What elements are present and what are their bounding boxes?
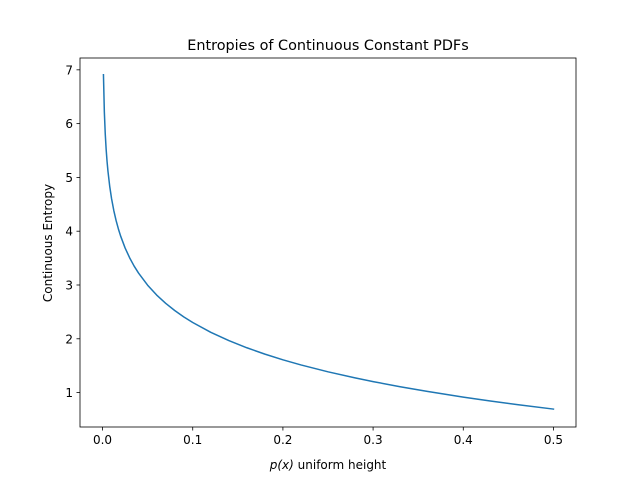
y-tick-label: 4 — [65, 225, 73, 239]
y-tick-label: 5 — [65, 171, 73, 185]
x-tick-label: 0.4 — [454, 433, 473, 447]
x-tick-label: 0.0 — [93, 433, 112, 447]
x-tick-label: 0.3 — [364, 433, 383, 447]
y-tick-label: 2 — [65, 332, 73, 346]
plot-area: 0.0 0.1 0.2 0.3 0.4 0.5 1 2 3 4 5 6 7 — [65, 57, 577, 447]
y-tick-label: 6 — [65, 117, 73, 131]
x-axis-label: p(x) uniform height — [269, 458, 387, 472]
chart-title: Entropies of Continuous Constant PDFs — [187, 38, 468, 54]
y-tick-label: 7 — [65, 63, 73, 77]
y-tick-label: 3 — [65, 278, 73, 292]
y-axis-label: Continuous Entropy — [41, 184, 55, 302]
series-line-0 — [102, 74, 555, 410]
y-tick-label: 1 — [65, 386, 73, 400]
x-axis-label-symbol: p(x) — [269, 458, 294, 472]
axes-frame — [79, 57, 577, 428]
x-tick-label: 0.2 — [273, 433, 292, 447]
x-tick-label: 0.1 — [183, 433, 202, 447]
x-axis-label-text: uniform height — [294, 458, 387, 472]
x-tick-label: 0.5 — [544, 433, 563, 447]
